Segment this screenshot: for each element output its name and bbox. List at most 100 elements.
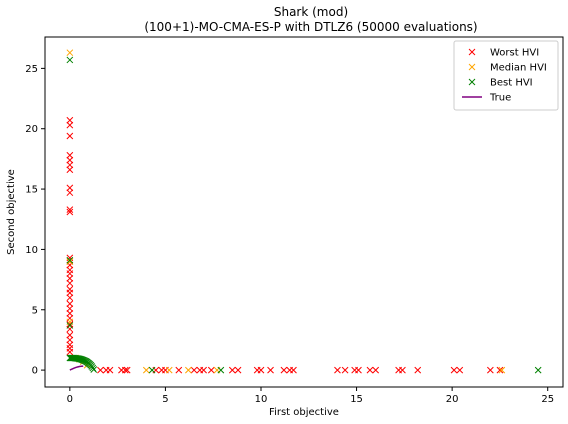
data-point bbox=[97, 366, 104, 374]
data-point bbox=[66, 184, 74, 192]
data-point bbox=[66, 166, 74, 174]
data-point bbox=[148, 366, 156, 374]
legend-item: Best HVI bbox=[468, 78, 533, 89]
legend-label: Worst HVI bbox=[490, 48, 539, 59]
data-point bbox=[228, 366, 236, 374]
x-tick-label: 5 bbox=[162, 394, 168, 405]
data-point bbox=[66, 189, 74, 197]
legend-label: Median HVI bbox=[490, 63, 547, 74]
legend-label: True bbox=[489, 93, 511, 104]
data-point bbox=[66, 258, 74, 265]
data-point bbox=[66, 56, 74, 64]
y-axis-label: Second objective bbox=[6, 169, 17, 255]
data-point bbox=[496, 366, 504, 374]
legend-swatch bbox=[468, 48, 476, 56]
x-tick-label: 20 bbox=[446, 394, 459, 405]
data-point bbox=[450, 366, 458, 374]
data-point bbox=[200, 366, 208, 374]
data-point bbox=[280, 366, 288, 374]
y-tick-label: 25 bbox=[25, 64, 38, 75]
data-point bbox=[341, 366, 349, 374]
data-point bbox=[66, 289, 74, 297]
series-line bbox=[69, 365, 84, 371]
data-point bbox=[66, 336, 74, 344]
data-point bbox=[207, 366, 215, 374]
data-point bbox=[185, 366, 192, 374]
data-point bbox=[366, 366, 374, 374]
series-worst-hvi bbox=[66, 116, 504, 374]
y-tick-label: 20 bbox=[25, 124, 38, 135]
data-point bbox=[267, 366, 274, 374]
series-best-hvi bbox=[66, 56, 542, 374]
data-point bbox=[66, 305, 74, 312]
legend: Worst HVI Median HVI Best HVI True bbox=[453, 40, 559, 111]
legend-swatch bbox=[468, 78, 476, 86]
legend-item: True bbox=[462, 93, 511, 104]
data-point bbox=[66, 331, 74, 339]
data-point bbox=[66, 208, 74, 216]
data-point bbox=[66, 322, 74, 329]
legend-swatch bbox=[468, 63, 476, 71]
data-point bbox=[66, 156, 74, 164]
chart-title-line-1: Shark (mod) bbox=[274, 5, 348, 19]
data-point bbox=[414, 366, 422, 374]
data-point bbox=[66, 300, 74, 308]
x-tick-label: 25 bbox=[541, 394, 554, 405]
data-point bbox=[66, 116, 74, 124]
data-point bbox=[66, 310, 74, 317]
legend-label: Best HVI bbox=[490, 78, 533, 89]
data-point bbox=[121, 366, 129, 374]
data-point bbox=[175, 366, 183, 374]
data-point bbox=[165, 366, 173, 374]
data-point bbox=[66, 320, 74, 328]
data-point bbox=[290, 366, 297, 374]
data-point bbox=[66, 206, 74, 213]
legend-item: Median HVI bbox=[468, 63, 547, 74]
data-point bbox=[106, 366, 114, 374]
data-point bbox=[372, 366, 380, 374]
plot-area bbox=[66, 49, 542, 374]
y-tick-label: 15 bbox=[25, 185, 38, 196]
data-point bbox=[90, 366, 98, 373]
data-point bbox=[66, 348, 74, 356]
y-axis-ticks: 0 5 10 15 20 25 bbox=[25, 64, 45, 377]
data-point bbox=[123, 366, 131, 374]
data-point bbox=[498, 366, 506, 374]
y-tick-label: 10 bbox=[25, 245, 38, 256]
y-tick-label: 0 bbox=[32, 366, 38, 377]
data-point bbox=[66, 279, 74, 287]
x-tick-label: 10 bbox=[255, 394, 268, 405]
series-true bbox=[69, 365, 84, 371]
data-point bbox=[66, 256, 74, 264]
data-point bbox=[66, 121, 74, 129]
y-tick-label: 5 bbox=[32, 305, 38, 316]
x-tick-label: 0 bbox=[67, 394, 73, 405]
data-point bbox=[66, 294, 74, 302]
x-tick-label: 15 bbox=[350, 394, 363, 405]
data-point bbox=[66, 151, 74, 159]
data-point bbox=[142, 366, 150, 374]
data-point bbox=[66, 132, 74, 140]
data-point bbox=[456, 366, 464, 374]
chart-title-line-2: (100+1)-MO-CMA-ES-P with DTLZ6 (50000 ev… bbox=[144, 20, 477, 34]
x-axis-label: First objective bbox=[269, 407, 339, 418]
series-median-hvi bbox=[66, 49, 506, 374]
data-point bbox=[66, 275, 74, 282]
legend-frame bbox=[453, 40, 559, 111]
x-axis-ticks: 0 5 10 15 20 25 bbox=[67, 387, 554, 405]
legend-item: Worst HVI bbox=[468, 48, 539, 59]
data-point bbox=[66, 161, 74, 169]
data-point bbox=[217, 366, 225, 374]
data-point bbox=[257, 366, 265, 374]
data-point bbox=[534, 366, 542, 374]
data-point bbox=[66, 270, 74, 277]
data-point bbox=[355, 366, 362, 374]
axes-frame bbox=[44, 36, 564, 388]
data-point bbox=[66, 49, 74, 57]
data-point bbox=[334, 366, 341, 374]
data-point bbox=[234, 366, 242, 374]
data-point bbox=[487, 366, 494, 374]
data-point bbox=[399, 366, 406, 374]
data-point bbox=[190, 366, 198, 374]
